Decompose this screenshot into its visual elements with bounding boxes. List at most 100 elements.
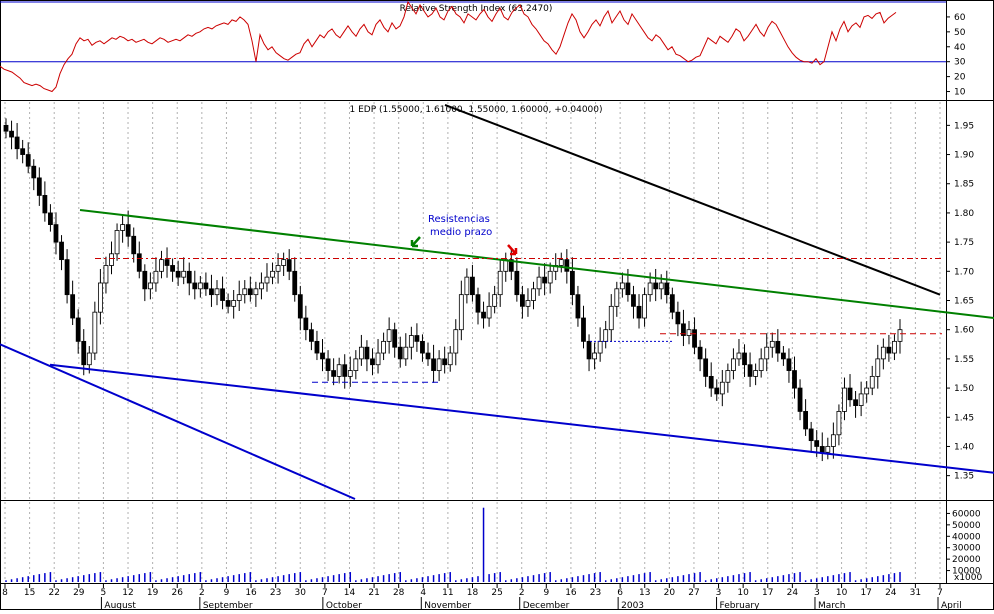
price-tick-label: 1.60: [954, 326, 974, 336]
candle-body: [347, 370, 353, 377]
candle-body: [297, 294, 303, 319]
date-label: 3: [716, 588, 722, 598]
candle-body: [275, 265, 281, 272]
price-tick-label: 1.75: [954, 238, 974, 248]
candle-body: [286, 259, 292, 272]
candle-body: [314, 340, 320, 354]
candle-body: [353, 358, 359, 371]
date-label: 16: [565, 588, 577, 598]
candle-body: [420, 340, 425, 354]
candle-body: [381, 340, 386, 354]
rsi-tick-label: 40: [954, 43, 966, 53]
candle-body: [803, 411, 809, 430]
candle-body: [392, 329, 398, 348]
date-label: 30: [295, 588, 307, 598]
candle-body: [331, 370, 337, 377]
candle-body: [481, 311, 486, 319]
candle-body: [642, 294, 647, 319]
candle-body: [625, 282, 631, 296]
date-label: 10: [836, 588, 848, 598]
candle-body: [692, 329, 697, 348]
candle-body: [520, 294, 525, 307]
candle-body: [719, 381, 725, 395]
trend-line: [49, 363, 994, 474]
annotation-medio-prazo: medio prazo: [430, 227, 492, 238]
rsi-tick-label: 30: [954, 58, 966, 68]
candle-body: [25, 154, 31, 167]
candle-body: [830, 434, 836, 447]
candle-body: [147, 282, 153, 290]
candle-body: [309, 329, 314, 342]
candle-body: [836, 411, 842, 436]
date-label: 25: [491, 588, 502, 598]
date-label: 2: [519, 588, 525, 598]
date-label: 19: [147, 588, 159, 598]
candle-body: [703, 358, 709, 377]
candle-body: [431, 358, 436, 371]
volume-unit-label: x1000: [954, 573, 983, 583]
candle-body: [631, 294, 636, 307]
price-tick-label: 1.35: [954, 472, 974, 482]
candle-body: [536, 276, 542, 290]
candle-body: [686, 329, 692, 336]
annotation-resistencias: Resistencias: [428, 214, 490, 225]
date-label: 16: [245, 588, 257, 598]
candle-body: [747, 364, 753, 377]
candle-body: [564, 259, 570, 272]
candle-body: [681, 323, 686, 336]
candle-body: [342, 364, 348, 377]
green-arrow-icon: [410, 236, 421, 248]
candle-body: [897, 329, 903, 342]
candle-body: [186, 270, 192, 284]
candle-body: [214, 288, 220, 296]
candle-body: [797, 387, 803, 412]
candle-body: [370, 358, 375, 366]
candle-body: [75, 317, 81, 342]
candle-body: [220, 288, 225, 301]
candle-body: [786, 358, 792, 371]
candle-body: [814, 440, 820, 447]
month-label: February: [720, 601, 761, 610]
candle-body: [320, 352, 325, 360]
candle-body: [14, 136, 20, 150]
candle-body: [675, 311, 681, 325]
volume-tick-label: 20000: [952, 555, 981, 565]
candle-body: [86, 352, 92, 366]
candle-body: [753, 370, 759, 377]
candle-body: [575, 294, 581, 319]
candle-body: [858, 393, 864, 406]
candle-body: [619, 282, 625, 290]
candle-body: [486, 305, 492, 319]
date-label: 2: [199, 588, 205, 598]
date-label: 24: [885, 588, 897, 598]
candle-body: [869, 375, 875, 389]
candle-body: [880, 346, 886, 360]
date-label: 3: [814, 588, 820, 598]
candle-body: [181, 270, 187, 278]
candle-body: [425, 352, 431, 360]
candle-body: [42, 195, 48, 214]
candle-body: [97, 282, 103, 313]
date-label: 11: [442, 588, 453, 598]
candle-body: [458, 294, 464, 331]
candle-body: [270, 270, 275, 278]
candle-body: [3, 124, 9, 132]
date-label: 28: [393, 588, 405, 598]
candle-body: [447, 352, 453, 366]
date-label: 12: [122, 588, 133, 598]
date-label: 23: [590, 588, 601, 598]
candle-body: [669, 294, 675, 313]
date-label: 5: [101, 588, 107, 598]
month-label: 2003: [621, 601, 644, 610]
candle-body: [542, 276, 548, 284]
candle-body: [592, 352, 597, 360]
candle-body: [81, 340, 87, 366]
candle-body: [847, 387, 853, 401]
candle-body: [231, 300, 237, 307]
candle-body: [120, 224, 126, 231]
date-label: 8: [2, 588, 8, 598]
candle-body: [397, 346, 403, 360]
date-label: 17: [762, 588, 773, 598]
